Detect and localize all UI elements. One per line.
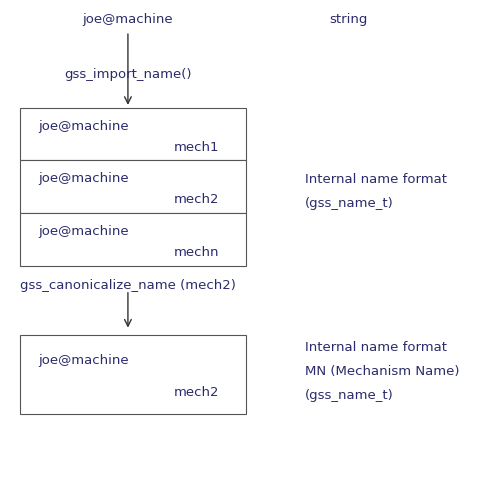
Text: joe@machine: joe@machine	[38, 354, 128, 367]
Text: (gss_name_t): (gss_name_t)	[305, 388, 394, 402]
Text: gss_canonicalize_name (mech2): gss_canonicalize_name (mech2)	[20, 278, 236, 292]
Bar	[20, 213, 246, 266]
Text: string: string	[330, 13, 368, 26]
Text: mechn: mechn	[174, 246, 219, 259]
Bar	[20, 160, 246, 213]
Text: joe@machine: joe@machine	[38, 120, 128, 133]
Text: (gss_name_t): (gss_name_t)	[305, 197, 394, 210]
Text: Internal name format: Internal name format	[305, 173, 447, 186]
Bar	[20, 108, 246, 160]
Text: mech2: mech2	[174, 194, 219, 206]
Text: Internal name format: Internal name format	[305, 341, 447, 354]
Text: mech1: mech1	[174, 141, 219, 154]
Text: joe@machine: joe@machine	[38, 225, 128, 238]
Bar	[20, 335, 246, 414]
Text: gss_import_name(): gss_import_name()	[64, 68, 191, 81]
Text: mech2: mech2	[174, 386, 219, 399]
Text: joe@machine: joe@machine	[83, 13, 173, 26]
Text: joe@machine: joe@machine	[38, 172, 128, 185]
Text: MN (Mechanism Name): MN (Mechanism Name)	[305, 365, 460, 378]
